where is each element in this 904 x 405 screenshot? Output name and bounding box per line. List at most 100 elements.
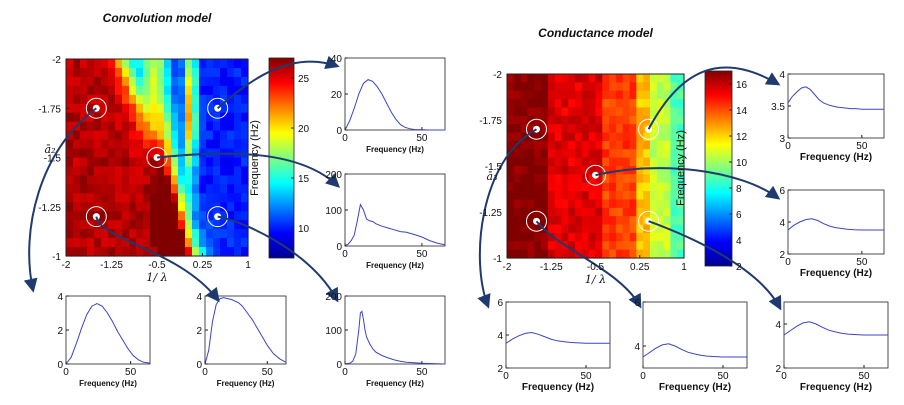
heat-cell (520, 224, 529, 234)
heat-cell (129, 130, 137, 141)
heat-cell (150, 112, 158, 123)
heat-cell (629, 99, 637, 109)
heat-cell (575, 82, 583, 92)
heat-cell (220, 121, 228, 132)
heat-cell (677, 124, 685, 134)
heat-cell (213, 193, 221, 203)
heat-cell (527, 182, 535, 192)
heat-cell (575, 174, 583, 184)
heat-cell (241, 103, 249, 114)
heat-cell (150, 193, 158, 203)
heat-cell (595, 224, 603, 234)
heat-cell (622, 99, 631, 109)
heat-cell (80, 220, 88, 230)
heat-cell (663, 199, 671, 209)
heat-cell (87, 85, 95, 96)
heat-cell (541, 241, 549, 251)
heat-cell (178, 85, 186, 96)
heat-cell (656, 124, 665, 134)
heat-cell (663, 74, 671, 83)
heat-cell (622, 82, 631, 92)
heat-cell (150, 229, 158, 239)
heat-cell (527, 149, 535, 159)
heat-cell (129, 148, 137, 159)
x-tick-label: 0 (785, 141, 791, 152)
heat-cell (136, 247, 144, 257)
heat-cell (554, 174, 563, 184)
heat-cell (206, 130, 214, 141)
heat-cell (636, 224, 644, 234)
heat-cell (94, 94, 102, 105)
heat-cell (609, 232, 617, 242)
heat-cell (199, 166, 207, 176)
heat-cell (157, 211, 165, 221)
heat-cell (547, 207, 556, 217)
heat-cell (568, 191, 576, 201)
heat-cell (213, 59, 221, 69)
plot-frame (642, 301, 748, 369)
heat-cell (602, 90, 610, 100)
heat-cell (192, 166, 200, 176)
series-line (787, 218, 884, 231)
heat-cell (663, 82, 671, 92)
heat-cell (234, 157, 242, 168)
heat-cell (622, 207, 631, 217)
heat-cell (206, 157, 214, 168)
heat-cell (87, 238, 95, 248)
heat-cell (73, 238, 81, 248)
heat-cell (615, 124, 624, 134)
heat-cell (513, 107, 522, 117)
colorbar-tick-label: 10 (298, 224, 310, 235)
heat-cell (629, 74, 637, 83)
heat-cell (656, 99, 665, 109)
heat-cell (520, 241, 529, 251)
heat-cell (164, 229, 172, 239)
heat-cell (234, 166, 242, 176)
heat-cell (547, 149, 556, 159)
colorbar (704, 70, 733, 267)
heat-cell (588, 182, 597, 192)
heat-cell (227, 166, 235, 176)
heat-cell (513, 74, 522, 83)
heat-cell (220, 193, 228, 203)
heat-cell (615, 82, 624, 92)
heat-cell (609, 224, 617, 234)
heat-cell (101, 148, 109, 159)
plot-frame (65, 295, 151, 365)
heat-cell (171, 157, 179, 168)
heat-cell (588, 207, 597, 217)
heat-cell (636, 74, 644, 83)
heat-cell (636, 232, 644, 242)
heat-cell (108, 229, 116, 239)
heat-cell (129, 166, 137, 176)
heat-cell (554, 157, 563, 167)
heat-cell (595, 166, 603, 175)
heat-cell (66, 193, 74, 203)
heat-cell (575, 191, 583, 201)
heat-cell (101, 211, 109, 221)
heat-cell (670, 232, 678, 242)
heat-cell (80, 166, 88, 176)
heat-cell (581, 241, 590, 251)
heat-cell (185, 112, 193, 123)
heat-cell (108, 103, 116, 114)
heat-cell (185, 67, 193, 78)
heat-cell (192, 175, 200, 185)
heat-cell (595, 249, 603, 259)
heat-cell (150, 139, 158, 150)
heat-cell (513, 241, 522, 251)
heat-cell (615, 99, 624, 109)
heat-cell (143, 130, 151, 141)
heat-cell (115, 220, 123, 230)
heat-cell (220, 229, 228, 239)
x-tick-label: -1.25 (540, 262, 563, 273)
heat-cell (115, 238, 123, 248)
x-tick-label: 50 (858, 371, 870, 382)
heat-cell (527, 82, 535, 92)
heat-cell (649, 174, 658, 184)
heat-cell (157, 59, 165, 69)
heat-cell (581, 74, 590, 83)
heat-cell (649, 224, 658, 234)
x-tick-label: 0.25 (193, 260, 213, 271)
arrow-conv-2 (156, 152, 341, 188)
